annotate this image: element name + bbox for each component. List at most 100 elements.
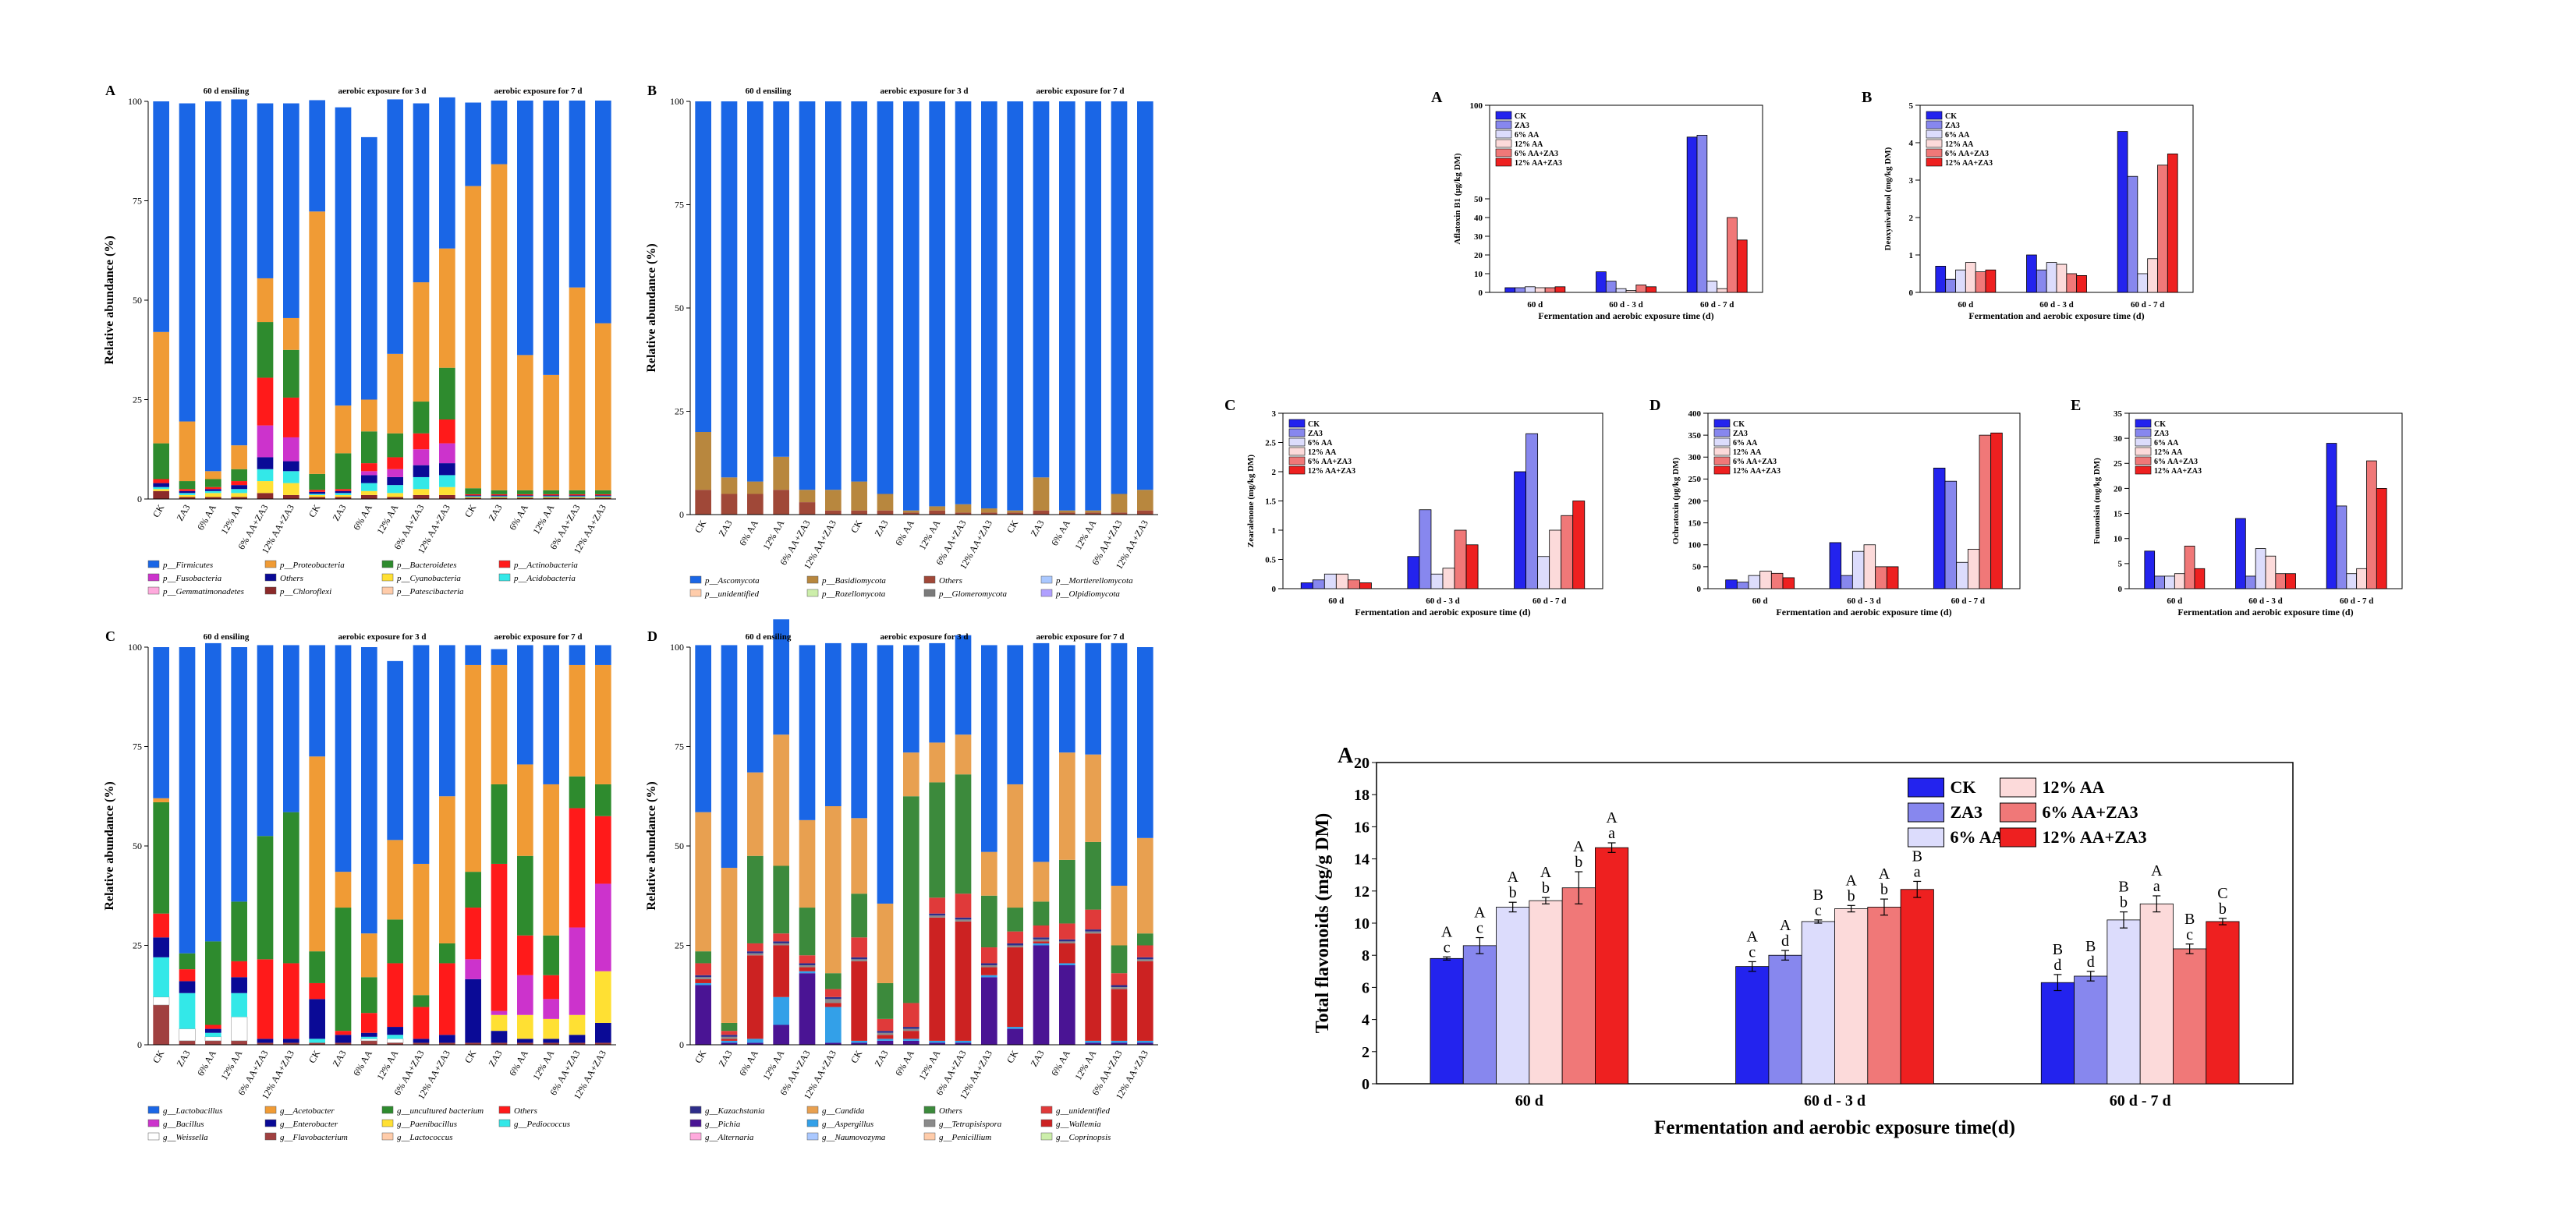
stack-segment (851, 481, 867, 511)
legend-swatch (381, 1119, 394, 1127)
legend-label: 12% AA (1515, 140, 1543, 149)
stack-segment (283, 461, 299, 472)
x-tick-label: 12% AA (760, 1048, 786, 1081)
y-tick-label: 20 (1474, 251, 1483, 260)
stack-segment (569, 927, 586, 1015)
legend-swatch (147, 1106, 160, 1114)
stack-segment (851, 957, 867, 960)
stack-segment (773, 865, 789, 934)
significance-lower: d (2087, 954, 2095, 971)
stack-segment (877, 1018, 894, 1032)
legend-label: g__Alternaria (705, 1133, 754, 1142)
stack-segment (413, 402, 430, 434)
stack-segment (205, 497, 221, 499)
bar (1635, 284, 1647, 293)
significance-lower: b (2219, 901, 2227, 918)
stack-segment (491, 1042, 508, 1045)
stack-segment (517, 494, 533, 496)
y-tick-label: 4 (1909, 139, 1914, 148)
stack-segment (981, 101, 997, 509)
legend-label: 12% AA+ZA3 (1308, 467, 1355, 476)
legend-swatch (1713, 437, 1731, 447)
significance-upper: A (1780, 917, 1791, 934)
stack-segment (877, 1040, 894, 1045)
stack-segment (903, 512, 919, 515)
stack-segment (569, 776, 586, 809)
stack-segment (825, 510, 842, 515)
stack-segment (695, 985, 711, 1045)
legend-label: 6% AA (1945, 131, 1970, 140)
group-title: aerobic exposure for 7 d (1036, 632, 1124, 642)
stack-segment (257, 1039, 274, 1043)
bar (1335, 573, 1348, 589)
stack-segment (1059, 645, 1075, 753)
stack-segment (877, 1035, 894, 1039)
bar (1430, 957, 1464, 1085)
legend-label: g__Naumovozyma (822, 1133, 886, 1142)
stack-segment (773, 101, 789, 457)
legend-swatch (1495, 148, 1512, 157)
stack-segment (361, 471, 377, 476)
x-tick-label: ZA3 (872, 518, 890, 539)
y-tick-label: 250 (1688, 475, 1702, 484)
stack-segment (825, 490, 842, 511)
legend-swatch (1926, 139, 1943, 148)
bar (1347, 579, 1360, 589)
x-tick-label: 6% AA (1049, 518, 1072, 547)
x-tick-label: 60 d (1752, 596, 1768, 606)
bar (1945, 278, 1956, 293)
stack-segment (309, 645, 325, 757)
stack-segment (257, 377, 274, 426)
significance-upper: B (1912, 848, 1922, 865)
legend-swatch (381, 560, 394, 568)
stack-segment (1007, 784, 1023, 908)
legend-swatch (689, 575, 702, 584)
stack-segment (465, 979, 481, 1043)
x-tick-label: 60 d - 3 d (2039, 300, 2073, 310)
legend-label: p__unidentified (704, 589, 760, 599)
legend-swatch (923, 1132, 936, 1141)
legend-swatch (1908, 777, 1944, 798)
stack-segment (231, 977, 247, 993)
bar (1965, 262, 1976, 293)
legend-label: Others (939, 576, 962, 586)
stack-segment (595, 1022, 611, 1043)
y-tick-label: 150 (1688, 518, 1702, 528)
stack-segment (205, 941, 221, 1025)
x-tick-label: 60 d - 3 d (1609, 300, 1642, 310)
bar (2157, 165, 2168, 293)
stack-segment (695, 963, 711, 975)
stack-segment (1137, 837, 1153, 934)
stack-segment (387, 919, 403, 964)
stack-segment (955, 101, 972, 504)
stack-segment (569, 100, 586, 288)
legend-label: g__Weissella (163, 1133, 208, 1142)
legend-swatch (498, 1119, 511, 1127)
legend-swatch (381, 573, 394, 582)
stack-segment (257, 481, 274, 494)
stack-segment (465, 872, 481, 908)
stack-segment (851, 1042, 867, 1045)
legend-label: Others (939, 1106, 962, 1116)
stack-segment (517, 764, 533, 856)
stack-segment (929, 742, 945, 783)
stack-segment (361, 977, 377, 1014)
legend-swatch (147, 586, 160, 595)
stack-segment (1059, 941, 1075, 943)
bar (1537, 556, 1550, 589)
stack-segment (205, 489, 221, 491)
bar (1407, 556, 1420, 589)
y-tick-label: 50 (675, 303, 684, 313)
y-tick-label: 350 (1688, 431, 1702, 441)
x-tick-label: 12% AA (916, 518, 942, 551)
bar (2046, 262, 2057, 293)
y-tick-label: 30 (2114, 434, 2123, 444)
stack-segment (335, 490, 352, 494)
stack-segment (799, 819, 816, 908)
legend-label: 12% AA+ZA3 (2043, 827, 2147, 847)
bar (2167, 153, 2178, 293)
stack-segment (413, 1007, 430, 1039)
group-title: 60 d ensiling (746, 632, 792, 642)
stack-segment (309, 756, 325, 952)
